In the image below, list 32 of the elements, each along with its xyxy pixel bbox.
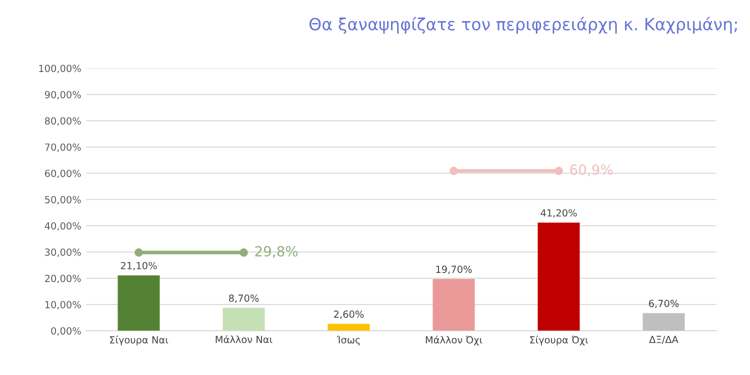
bar [538,222,580,331]
x-tick-label: Ίσως [336,336,360,346]
y-tick-label: 10,00% [45,300,81,310]
x-tick-label: ΔΞ/ΔΑ [649,336,678,344]
y-tick-label: 80,00% [44,117,81,126]
data-label: 8,70% [228,294,259,303]
annotation: 29,8% [255,246,298,258]
y-tick-label: 30,00% [45,248,81,257]
bar [642,313,685,331]
data-label: 19,70% [436,266,472,274]
y-tick-label: 0,00% [51,327,81,336]
y-tick-label: 60,00% [44,170,81,178]
bar [118,275,160,331]
chart-title: Θα ξαναψηφίζατε τον περιφερειάρχη κ. Καχριμάνη; [309,16,737,34]
y-tick-label: 70,00% [45,143,81,152]
bar [328,324,370,331]
data-label: 41,20% [540,209,577,218]
y-tick-label: 20,00% [45,274,81,284]
y-tick-label: 100,00% [39,64,81,74]
bar [432,279,475,331]
y-tick-label: 40,00% [44,222,81,231]
data-label: 6,70% [648,300,679,308]
y-tick-label: 90,00% [44,90,81,100]
data-label: 21,10% [120,262,157,270]
annotation: 60,9% [570,164,613,176]
x-tick-label: Σίγουρα Ναι [110,336,168,346]
x-tick-label: Μάλλον Ναι [216,335,272,344]
data-label: 2,60% [334,310,364,319]
x-tick-label: Σίγουρα Όχι [530,336,588,346]
x-tick-label: Μάλλον Όχι [426,336,482,346]
bar [222,308,265,331]
y-tick-label: 50,00% [45,196,81,204]
